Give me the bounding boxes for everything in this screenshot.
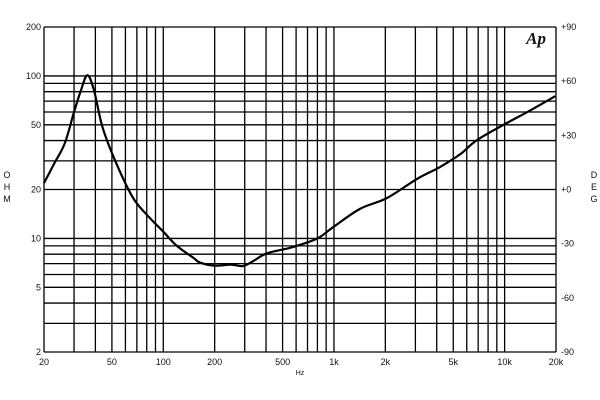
y-tick-label: 50 bbox=[31, 120, 41, 130]
y2-tick-label: +30 bbox=[561, 130, 576, 140]
impedance-curve bbox=[43, 74, 556, 268]
x-tick-label: 20 bbox=[39, 357, 49, 367]
y2-tick-label: -90 bbox=[561, 347, 574, 357]
x-tick-label: 500 bbox=[275, 357, 290, 367]
y2-tick-label: +90 bbox=[561, 22, 576, 32]
x-tick-label: 1k bbox=[329, 357, 339, 367]
y2-tick-label: -30 bbox=[561, 239, 574, 249]
x-tick-label: 20k bbox=[549, 357, 564, 367]
y2-tick-label: +60 bbox=[561, 76, 576, 86]
y-axis-label: OHM bbox=[2, 170, 12, 206]
x-tick-label: 2k bbox=[381, 357, 391, 367]
y2-tick-label: +0 bbox=[561, 185, 571, 195]
tick-labels: 20 50 100 200 500 1k 2k 5k 10k 20k 200 100 50 20 10 5 2 +… bbox=[26, 22, 576, 367]
x-tick-label: 200 bbox=[207, 357, 222, 367]
grid bbox=[43, 26, 557, 353]
y-tick-label: 20 bbox=[31, 185, 41, 195]
x-tick-label: 50 bbox=[107, 357, 117, 367]
y2-tick-label: -60 bbox=[561, 293, 574, 303]
ap-logo: Ap bbox=[525, 29, 546, 48]
y-tick-label: 2 bbox=[36, 347, 41, 357]
y-tick-label: 100 bbox=[26, 71, 41, 81]
x-tick-label: 5k bbox=[448, 357, 458, 367]
x-axis-label: Hz bbox=[296, 370, 305, 377]
y2-axis-label: DEG bbox=[589, 170, 599, 206]
y-tick-label: 10 bbox=[31, 233, 41, 243]
y-tick-label: 5 bbox=[36, 282, 41, 292]
x-tick-label: 10k bbox=[497, 357, 512, 367]
y-tick-label: 200 bbox=[26, 22, 41, 32]
x-tick-label: 100 bbox=[156, 357, 171, 367]
